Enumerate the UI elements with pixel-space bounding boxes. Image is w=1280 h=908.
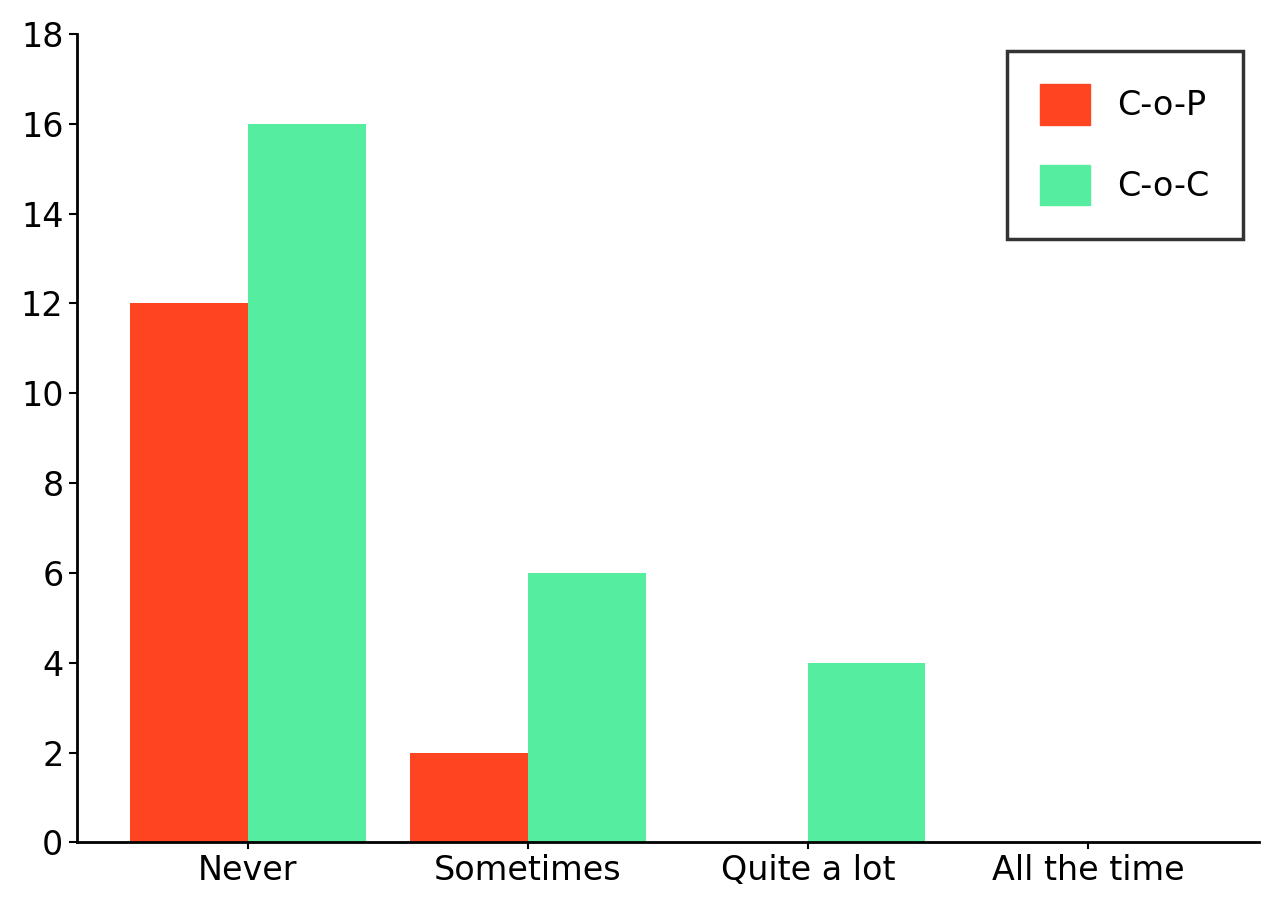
Legend: C-o-P, C-o-C: C-o-P, C-o-C	[1007, 51, 1243, 239]
Bar	[131, 303, 248, 843]
Bar	[527, 573, 645, 843]
Bar	[411, 753, 527, 843]
Bar	[248, 123, 366, 843]
Bar	[808, 663, 925, 843]
